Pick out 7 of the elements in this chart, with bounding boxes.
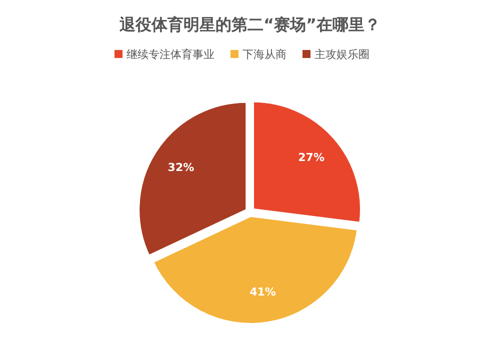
data-label: 27%: [298, 150, 324, 164]
chart-title: 退役体育明星的第二“赛场”在哪里？: [118, 15, 381, 34]
data-label: 32%: [168, 161, 194, 174]
legend-label: 主攻娱乐圈: [314, 48, 370, 61]
data-label: 41%: [250, 286, 276, 299]
legend-label: 下海从商: [242, 48, 286, 61]
legend-label: 继续专注体育事业: [126, 48, 214, 61]
